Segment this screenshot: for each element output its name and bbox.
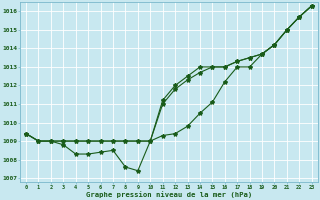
- X-axis label: Graphe pression niveau de la mer (hPa): Graphe pression niveau de la mer (hPa): [86, 191, 252, 198]
